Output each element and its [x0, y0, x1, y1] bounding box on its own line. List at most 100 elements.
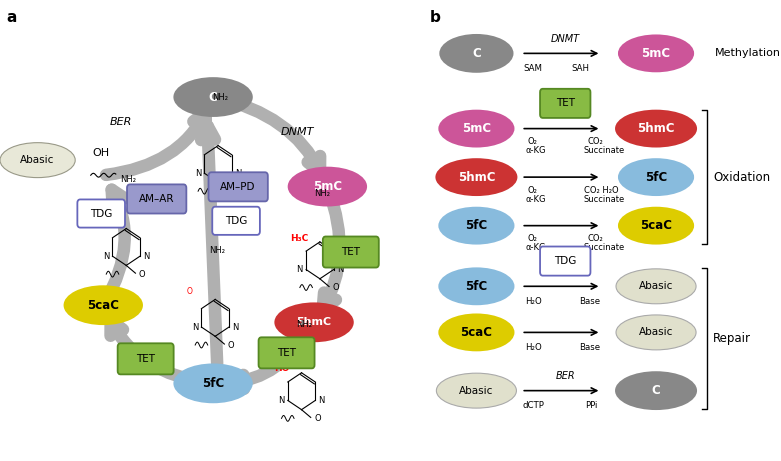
Text: HO: HO [274, 364, 290, 373]
Text: NH₂: NH₂ [120, 176, 137, 184]
Text: Succinate: Succinate [583, 195, 625, 204]
Text: O: O [333, 283, 339, 292]
Text: N: N [297, 265, 303, 274]
FancyBboxPatch shape [259, 337, 315, 368]
Text: TDG: TDG [554, 256, 576, 266]
Text: C: C [651, 384, 661, 397]
Text: Base: Base [579, 343, 601, 352]
Text: C: C [209, 90, 217, 104]
Text: TET: TET [341, 247, 360, 257]
Text: Oxidation: Oxidation [713, 171, 770, 183]
FancyBboxPatch shape [323, 236, 379, 267]
Text: H₂O: H₂O [525, 343, 541, 352]
Text: Repair: Repair [713, 332, 751, 345]
Text: DNMT: DNMT [280, 127, 314, 137]
Text: O: O [187, 287, 192, 296]
Text: 5hmC: 5hmC [297, 317, 332, 327]
Ellipse shape [439, 34, 514, 73]
Ellipse shape [438, 313, 515, 351]
Text: 5caC: 5caC [87, 299, 119, 312]
Text: PPi: PPi [586, 402, 597, 410]
FancyBboxPatch shape [77, 200, 125, 228]
FancyBboxPatch shape [127, 184, 187, 213]
Text: H₃C: H₃C [290, 234, 308, 242]
Text: C: C [472, 47, 481, 60]
Ellipse shape [615, 110, 697, 148]
Text: SAM: SAM [523, 64, 543, 73]
Ellipse shape [438, 110, 515, 148]
Text: TDG: TDG [225, 216, 248, 226]
Text: 5caC: 5caC [461, 326, 492, 339]
Text: O₂: O₂ [527, 186, 537, 195]
Text: Succinate: Succinate [583, 146, 625, 155]
Ellipse shape [274, 302, 354, 342]
Text: 5fC: 5fC [645, 171, 667, 183]
Text: Base: Base [579, 297, 601, 306]
Text: N: N [235, 169, 241, 178]
Text: Abasic: Abasic [639, 281, 673, 291]
Text: 5mC: 5mC [462, 122, 491, 135]
Text: NH₂: NH₂ [209, 246, 226, 255]
Text: 5fC: 5fC [465, 280, 487, 293]
Text: N: N [278, 396, 284, 405]
Ellipse shape [438, 207, 515, 245]
Text: α-KG: α-KG [526, 195, 546, 204]
Text: 5fC: 5fC [202, 377, 224, 390]
Text: 5mC: 5mC [641, 47, 671, 60]
Text: H₂O: H₂O [525, 297, 541, 306]
Text: CO₂: CO₂ [587, 234, 604, 243]
Ellipse shape [173, 363, 253, 403]
Text: 5fC: 5fC [465, 219, 487, 232]
Text: Abasic: Abasic [20, 155, 55, 165]
FancyBboxPatch shape [118, 343, 173, 374]
Ellipse shape [618, 207, 694, 245]
Ellipse shape [63, 285, 143, 325]
Text: O: O [139, 270, 145, 278]
Text: 5caC: 5caC [640, 219, 672, 232]
Text: CO₂ H₂O: CO₂ H₂O [583, 186, 619, 195]
Ellipse shape [437, 373, 516, 408]
Ellipse shape [615, 371, 697, 410]
Text: a: a [6, 10, 16, 25]
FancyBboxPatch shape [540, 247, 590, 276]
Ellipse shape [173, 77, 253, 117]
Text: SAH: SAH [572, 64, 590, 73]
Text: N: N [337, 265, 344, 274]
Text: BER: BER [555, 371, 575, 381]
Ellipse shape [438, 267, 515, 305]
Text: O: O [230, 187, 237, 195]
Text: O₂: O₂ [527, 234, 537, 243]
Ellipse shape [616, 315, 696, 350]
Text: N: N [232, 323, 239, 331]
Text: OH: OH [93, 148, 110, 158]
Text: NH₂: NH₂ [212, 93, 229, 101]
Text: AM–PD: AM–PD [220, 182, 256, 192]
Text: Abasic: Abasic [639, 327, 673, 337]
Text: N: N [144, 252, 150, 260]
Text: AM–AR: AM–AR [139, 194, 174, 204]
Text: 5hmC: 5hmC [458, 171, 495, 183]
Text: DNMT: DNMT [551, 34, 580, 44]
Text: α-KG: α-KG [526, 146, 546, 155]
Ellipse shape [618, 158, 694, 196]
Ellipse shape [436, 158, 517, 196]
Text: TDG: TDG [90, 208, 112, 219]
Text: b: b [430, 10, 440, 25]
Ellipse shape [0, 142, 75, 177]
FancyBboxPatch shape [540, 89, 590, 118]
Text: BER: BER [109, 117, 132, 127]
Ellipse shape [618, 35, 694, 72]
Text: O: O [314, 414, 321, 423]
FancyBboxPatch shape [209, 172, 268, 201]
Text: Methylation: Methylation [715, 48, 781, 59]
Text: O₂: O₂ [527, 137, 537, 146]
Text: TET: TET [556, 98, 575, 108]
Text: Succinate: Succinate [583, 243, 625, 252]
Text: 5hmC: 5hmC [637, 122, 675, 135]
Ellipse shape [616, 269, 696, 304]
Text: dCTP: dCTP [522, 402, 544, 410]
Text: 5mC: 5mC [313, 180, 342, 193]
Ellipse shape [287, 167, 367, 207]
Text: N: N [191, 323, 198, 331]
Text: α-KG: α-KG [526, 243, 546, 252]
